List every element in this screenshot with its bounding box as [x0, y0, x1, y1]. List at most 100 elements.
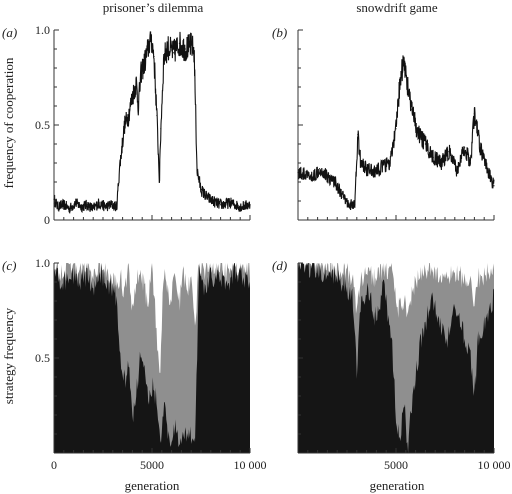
panel-tag-d: (d): [272, 258, 287, 273]
data-point: [239, 206, 241, 208]
x-tick-label: 5000: [140, 458, 164, 472]
data-point: [424, 143, 426, 145]
data-point: [110, 204, 112, 206]
data-point: [354, 204, 356, 206]
data-point: [473, 113, 475, 115]
panel-tag-b: (b): [272, 25, 287, 40]
panel-b-snowdrift-cooperation: [297, 29, 495, 221]
data-point: [184, 48, 186, 50]
panel-tag-c: (c): [2, 258, 16, 273]
panel-a-prisoners-dilemma-cooperation: 0 0.5 1.0: [35, 23, 251, 227]
data-point: [116, 206, 118, 208]
data-point: [326, 175, 328, 177]
data-point: [220, 204, 222, 206]
strategy-area-dark: [54, 263, 250, 453]
cooperation-trace-b: [297, 55, 495, 211]
data-point: [487, 171, 489, 174]
data-point: [74, 202, 77, 204]
data-point: [147, 48, 149, 50]
data-point: [163, 57, 165, 60]
data-point: [212, 200, 214, 202]
data-point: [407, 86, 409, 88]
y-tick-label: 0: [44, 213, 50, 227]
data-point: [318, 168, 321, 170]
data-point: [348, 204, 350, 206]
data-point: [172, 52, 175, 54]
data-point: [399, 82, 401, 84]
cooperation-trace-a: [53, 31, 251, 214]
data-point: [381, 166, 383, 168]
data-point: [119, 166, 121, 168]
data-point: [206, 196, 208, 198]
data-point: [342, 196, 344, 198]
data-point: [167, 46, 169, 48]
x-axis-label-c: generation: [125, 478, 180, 493]
data-point: [63, 204, 65, 206]
data-point: [137, 105, 139, 107]
data-point: [448, 151, 450, 153]
data-point: [98, 202, 100, 204]
data-point: [153, 56, 155, 58]
data-point: [432, 156, 434, 158]
data-point: [229, 202, 231, 204]
y-tick-label: 1.0: [35, 23, 50, 37]
strategy-area-dark: [298, 263, 494, 453]
data-point: [311, 177, 313, 179]
data-point: [86, 204, 88, 206]
data-point: [196, 170, 198, 172]
x-tick-label: 10 000: [478, 458, 511, 472]
data-point: [127, 114, 130, 117]
data-point: [150, 35, 152, 37]
data-point: [464, 147, 466, 149]
data-point: [140, 71, 142, 73]
data-point: [403, 57, 405, 60]
data-point: [53, 198, 55, 200]
data-point: [69, 208, 71, 210]
data-point: [395, 128, 397, 130]
data-point: [479, 147, 481, 149]
x-tick-label: 5000: [384, 458, 408, 472]
x-tick-label: 0: [51, 458, 57, 472]
panel-tag-a: (a): [2, 25, 17, 40]
data-point: [249, 204, 251, 206]
data-point: [135, 82, 137, 84]
data-point: [156, 114, 158, 117]
data-point: [92, 208, 94, 210]
title-prisoners-dilemma: prisoner’s dilemma: [103, 0, 204, 15]
y-axis-label-c: strategy frequency: [1, 307, 16, 404]
data-point: [493, 185, 495, 187]
data-point: [357, 133, 359, 136]
data-point: [190, 44, 192, 46]
data-point: [469, 162, 472, 164]
y-tick-label: 1.0: [35, 256, 50, 270]
data-point: [193, 50, 195, 52]
data-point: [80, 206, 83, 208]
data-point: [334, 181, 336, 183]
data-point: [411, 109, 413, 111]
x-axis-label-d: generation: [370, 478, 425, 493]
panel-d-snowdrift-strategies: 5000 10 000: [297, 262, 511, 472]
data-point: [178, 42, 181, 44]
data-point: [158, 181, 161, 183]
data-point: [104, 206, 106, 208]
y-tick-label: 0.5: [35, 118, 50, 132]
data-point: [160, 128, 162, 130]
data-point: [360, 162, 362, 164]
data-point: [123, 124, 126, 126]
data-point: [440, 162, 442, 164]
y-tick-label: 0.5: [35, 351, 50, 365]
data-point: [143, 63, 145, 65]
y-axis-label-a: frequency of cooperation: [1, 57, 16, 188]
data-point: [131, 95, 133, 98]
x-tick-label: 10 000: [234, 458, 267, 472]
data-point: [416, 132, 419, 134]
title-snowdrift-game: snowdrift game: [356, 0, 437, 15]
data-point: [303, 173, 305, 175]
panel-c-prisoners-dilemma-strategies: 0.5 1.0 0 5000 10 000: [35, 256, 267, 472]
data-point: [366, 168, 368, 170]
data-point: [389, 162, 391, 164]
data-point: [456, 170, 458, 172]
data-point: [200, 189, 202, 191]
data-point: [57, 206, 59, 208]
